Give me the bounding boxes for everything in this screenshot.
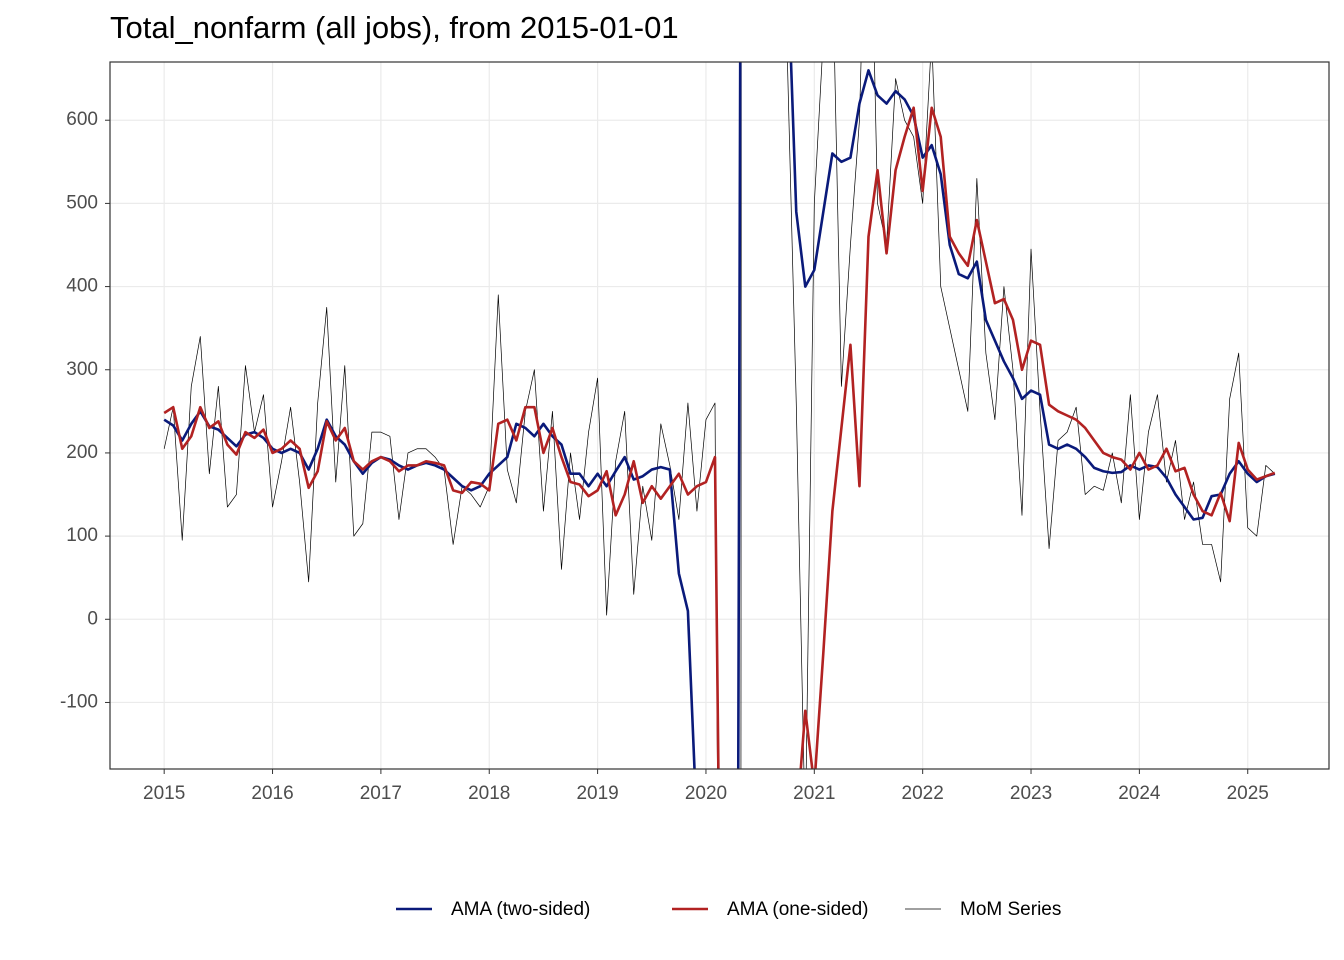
- x-tick-label: 2019: [576, 783, 618, 804]
- y-tick-label: 200: [66, 442, 98, 463]
- y-tick-label: 300: [66, 359, 98, 380]
- x-tick-label: 2018: [468, 783, 510, 804]
- y-tick-label: 400: [66, 276, 98, 297]
- x-tick-label: 2015: [143, 783, 185, 804]
- chart-title: Total_nonfarm (all jobs), from 2015-01-0…: [110, 10, 679, 45]
- legend: AMA (two-sided) AMA (one-sided) MoM Series: [396, 899, 1061, 920]
- panel-border: [109, 61, 1330, 770]
- y-tick-label: 500: [66, 192, 98, 213]
- legend-label: MoM Series: [960, 899, 1061, 920]
- y-tick-label: 600: [66, 109, 98, 130]
- x-tick-label: 2022: [902, 783, 944, 804]
- legend-label: AMA (one-sided): [727, 899, 869, 920]
- x-tick-label: 2020: [685, 783, 727, 804]
- y-tick-label: 100: [66, 525, 98, 546]
- series-line: [163, 62, 1276, 769]
- x-tick-label: 2017: [360, 783, 402, 804]
- x-tick-label: 2025: [1227, 783, 1269, 804]
- legend-label: AMA (two-sided): [451, 899, 590, 920]
- x-tick-label: 2024: [1118, 783, 1161, 804]
- y-tick-label: 0: [87, 608, 98, 629]
- x-tick-label: 2021: [793, 783, 835, 804]
- y-tick-label: -100: [60, 691, 98, 712]
- x-tick-label: 2016: [251, 783, 293, 804]
- series-line: [163, 106, 1276, 769]
- x-tick-label: 2023: [1010, 783, 1052, 804]
- grid: [110, 62, 1329, 769]
- lines: [163, 62, 1276, 769]
